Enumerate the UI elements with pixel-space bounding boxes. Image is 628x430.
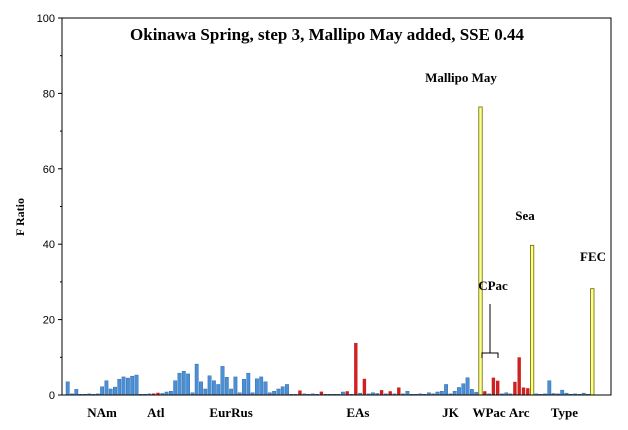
bar: [298, 390, 302, 395]
bar: [590, 288, 595, 396]
bar: [491, 377, 496, 395]
bar: [259, 376, 264, 396]
annotations: Mallipo May Sea CPac FEC: [425, 70, 606, 358]
y-tick-label: 60: [43, 164, 55, 176]
group-label: WPac: [472, 405, 505, 420]
plot-frame: [61, 17, 612, 396]
annotation-label: FEC: [580, 249, 606, 264]
bar: [547, 380, 552, 396]
bar: [74, 389, 79, 396]
bar: [439, 391, 444, 396]
bar: [65, 381, 70, 396]
bar: [513, 381, 517, 395]
y-tick-label: 40: [43, 239, 55, 251]
bar: [108, 388, 113, 396]
annotation-label: Sea: [515, 208, 535, 223]
bar: [272, 391, 276, 396]
bar: [134, 374, 139, 396]
bar: [181, 371, 186, 396]
bar: [276, 388, 281, 396]
bar: [156, 392, 160, 395]
bar: [113, 386, 117, 396]
bar: [379, 390, 384, 395]
annotation-label: CPac: [478, 278, 508, 293]
bar: [452, 391, 457, 396]
y-tick-label: 0: [49, 390, 55, 402]
bar: [130, 375, 135, 396]
bar: [496, 380, 500, 395]
annotation-label: Mallipo May: [425, 70, 497, 85]
group-label: EurRus: [209, 405, 252, 420]
y-axis-ticks: 0 20 40 60 80 100: [37, 13, 62, 402]
group-label: NAm: [87, 405, 117, 420]
bar: [388, 391, 392, 395]
bar: [194, 363, 199, 396]
bar: [345, 391, 349, 395]
bar: [207, 375, 212, 396]
bar: [229, 388, 233, 396]
group-label: EAs: [346, 405, 369, 420]
group-label: Type: [551, 405, 578, 420]
bar: [100, 386, 105, 396]
bar: [521, 387, 526, 395]
bar: [354, 342, 358, 395]
bar: [285, 384, 289, 396]
bar: [444, 384, 448, 396]
bar: [483, 391, 487, 395]
bar: [216, 384, 221, 396]
bar: [465, 377, 470, 396]
bar: [470, 389, 474, 396]
bar: [177, 372, 182, 396]
bar: [242, 378, 246, 396]
bar: [104, 380, 109, 396]
bar: [530, 244, 535, 396]
bar: [125, 377, 130, 396]
bar: [168, 391, 173, 396]
bar: [121, 376, 126, 396]
bar: [560, 389, 565, 396]
y-tick-label: 80: [43, 88, 55, 100]
chart-title: Okinawa Spring, step 3, Mallipo May adde…: [130, 25, 524, 44]
bar: [211, 380, 216, 396]
bar: [517, 357, 521, 395]
bar: [246, 372, 251, 396]
bar: [186, 373, 190, 396]
bar: [319, 391, 324, 395]
bar: [224, 377, 229, 396]
bar: [461, 383, 466, 396]
bar: [152, 393, 156, 395]
group-label: Arc: [509, 405, 530, 420]
bar-series: [65, 106, 595, 396]
bar: [173, 380, 178, 396]
y-axis-label: F Ratio: [13, 198, 27, 236]
bar: [199, 381, 203, 396]
bar: [254, 378, 259, 396]
bar: [280, 386, 285, 396]
bar: [233, 376, 238, 396]
bar: [117, 378, 122, 396]
y-tick-label: 100: [37, 13, 55, 25]
group-label: Atl: [147, 405, 165, 420]
group-label: JK: [442, 405, 460, 420]
bar: [263, 381, 268, 396]
bar: [478, 106, 483, 396]
bar: [362, 378, 367, 395]
y-tick-label: 20: [43, 315, 55, 327]
bar: [203, 388, 208, 396]
cpac-bracket: [481, 304, 499, 358]
group-labels: NAm Atl EurRus EAs JK WPac Arc Type: [87, 405, 578, 420]
bar: [526, 388, 530, 395]
bar: [397, 387, 401, 395]
bar: [457, 387, 461, 396]
bar: [220, 366, 225, 396]
bar: [405, 391, 410, 396]
